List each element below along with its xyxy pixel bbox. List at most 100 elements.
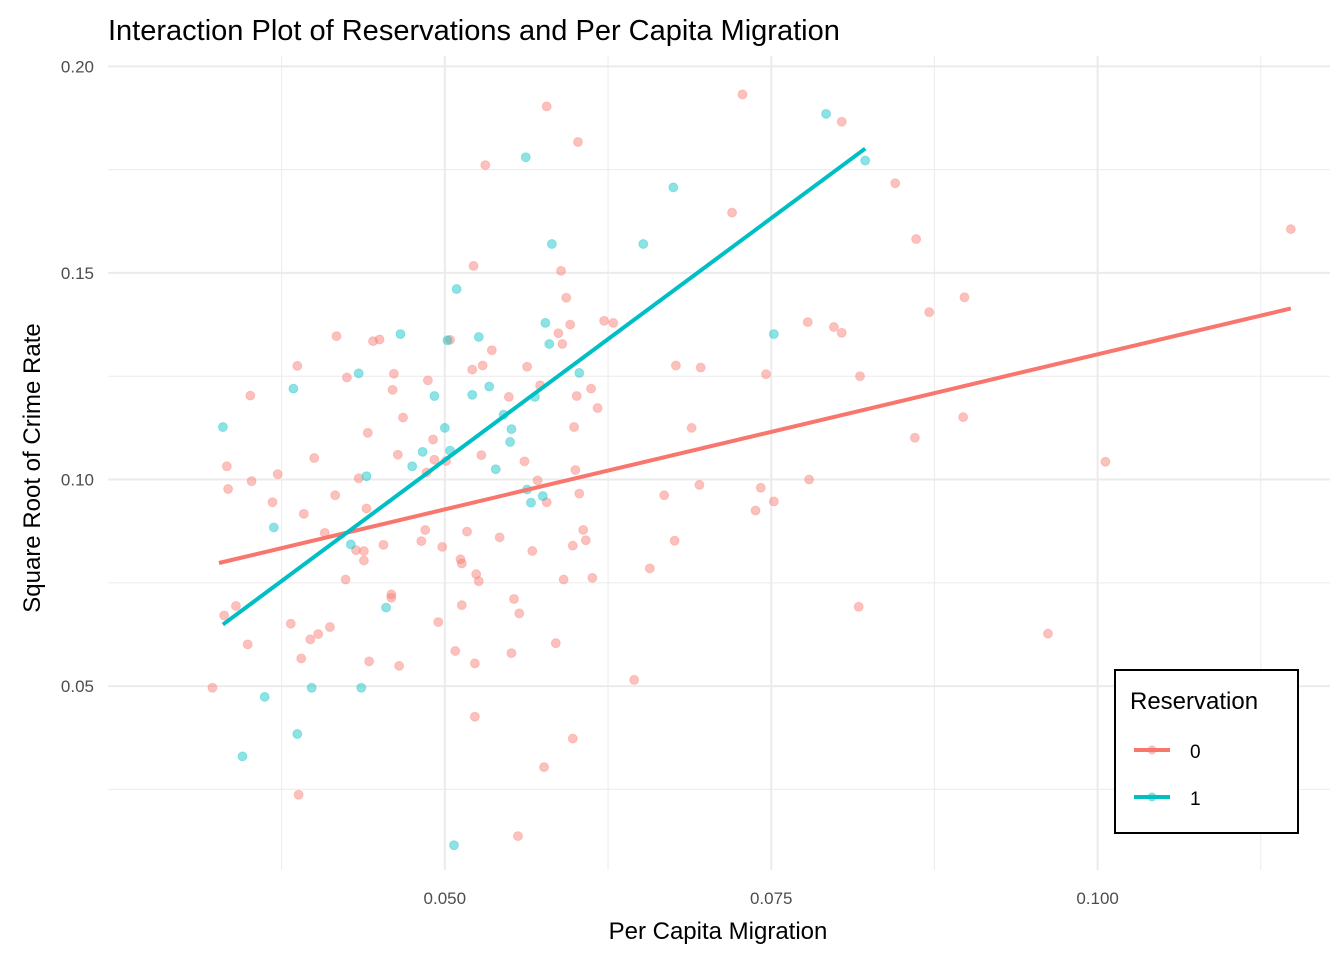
data-point-reservation-0 — [230, 600, 241, 611]
data-point-reservation-0 — [428, 434, 439, 445]
data-point-reservation-0 — [556, 265, 567, 276]
data-point-reservation-0 — [557, 338, 568, 349]
x-tick-label: 0.075 — [750, 889, 793, 908]
data-point-reservation-0 — [386, 592, 397, 603]
data-point-reservation-0 — [358, 546, 369, 557]
data-point-reservation-0 — [519, 456, 530, 467]
x-axis-label: Per Capita Migration — [609, 918, 828, 945]
data-point-reservation-0 — [580, 535, 591, 546]
x-tick-label: 0.100 — [1076, 889, 1119, 908]
data-point-reservation-0 — [561, 292, 572, 303]
data-point-reservation-1 — [448, 840, 459, 851]
data-point-reservation-0 — [358, 555, 369, 566]
major-gridlines — [108, 56, 1330, 870]
data-point-reservation-0 — [331, 331, 342, 342]
data-point-reservation-0 — [480, 160, 491, 171]
data-point-reservation-0 — [351, 545, 362, 556]
data-point-reservation-0 — [911, 234, 922, 245]
data-point-reservation-0 — [570, 465, 581, 476]
data-point-reservation-0 — [477, 360, 488, 371]
x-axis-ticks: 0.050 0.075 0.100 — [424, 889, 1119, 908]
data-point-reservation-0 — [292, 360, 303, 371]
data-point-reservation-0 — [828, 322, 839, 333]
data-point-reservation-0 — [592, 403, 603, 414]
data-point-reservation-0 — [305, 634, 316, 645]
data-point-reservation-0 — [462, 526, 473, 537]
points-reservation-1 — [217, 108, 871, 851]
data-point-reservation-1 — [540, 317, 551, 328]
data-point-reservation-1 — [537, 491, 548, 502]
data-point-reservation-0 — [455, 554, 466, 565]
data-point-reservation-1 — [268, 522, 279, 533]
data-point-reservation-0 — [219, 610, 230, 621]
data-point-reservation-0 — [599, 315, 610, 326]
data-point-reservation-0 — [608, 317, 619, 328]
data-point-reservation-1 — [288, 383, 299, 394]
data-point-reservation-0 — [437, 541, 448, 552]
data-point-reservation-0 — [494, 532, 505, 543]
data-point-reservation-0 — [506, 648, 517, 659]
data-point-reservation-1 — [821, 108, 832, 119]
data-point-reservation-0 — [629, 674, 640, 685]
data-point-reservation-0 — [296, 653, 307, 664]
data-point-reservation-0 — [686, 422, 697, 433]
data-point-reservation-0 — [246, 476, 257, 487]
data-point-reservation-1 — [259, 691, 270, 702]
data-point-reservation-0 — [565, 319, 576, 330]
y-axis-ticks: 0.05 0.10 0.15 0.20 — [61, 57, 94, 696]
data-point-reservation-1 — [546, 239, 557, 250]
data-point-reservation-0 — [387, 384, 398, 395]
data-point-reservation-1 — [526, 497, 536, 508]
data-point-reservation-1 — [292, 729, 303, 740]
y-axis-label: Square Root of Crime Rate — [19, 323, 46, 612]
legend-key-point-0 — [1147, 745, 1157, 755]
data-point-reservation-0 — [433, 617, 444, 628]
data-point-reservation-1 — [442, 335, 453, 346]
legend-key-point-1 — [1147, 792, 1157, 802]
data-point-reservation-1 — [451, 284, 462, 295]
data-point-reservation-0 — [469, 711, 480, 722]
data-point-reservation-1 — [544, 338, 555, 349]
data-point-reservation-1 — [439, 422, 450, 433]
data-point-reservation-1 — [306, 682, 317, 693]
data-point-reservation-0 — [362, 427, 373, 438]
data-point-reservation-0 — [450, 646, 461, 657]
fit-lines — [218, 146, 1292, 627]
x-tick-label: 0.050 — [424, 889, 467, 908]
data-point-reservation-0 — [694, 479, 705, 490]
data-point-reservation-1 — [429, 391, 440, 402]
data-point-reservation-0 — [1100, 456, 1111, 467]
data-point-reservation-0 — [429, 454, 440, 465]
data-point-reservation-0 — [574, 488, 585, 499]
data-point-reservation-0 — [750, 505, 761, 516]
data-point-reservation-1 — [407, 461, 418, 472]
data-point-reservation-1 — [395, 329, 406, 340]
data-point-reservation-1 — [237, 751, 248, 762]
data-point-reservation-0 — [207, 682, 218, 693]
data-point-reservation-0 — [456, 558, 467, 569]
data-point-reservation-0 — [503, 391, 514, 402]
data-point-reservation-0 — [445, 334, 456, 345]
data-point-reservation-0 — [890, 178, 901, 189]
y-tick-label: 0.10 — [61, 471, 94, 490]
data-point-reservation-0 — [509, 593, 520, 604]
data-point-reservation-0 — [476, 450, 487, 461]
data-point-reservation-0 — [573, 136, 583, 147]
data-point-reservation-0 — [245, 390, 256, 401]
data-point-reservation-0 — [1043, 628, 1053, 639]
data-point-reservation-0 — [558, 574, 569, 585]
data-point-reservation-0 — [386, 589, 397, 600]
data-point-reservation-0 — [541, 497, 552, 508]
fit-line-reservation-1 — [221, 146, 867, 627]
data-point-reservation-1 — [574, 367, 585, 378]
data-point-reservation-1 — [638, 239, 649, 250]
data-point-reservation-0 — [959, 292, 970, 303]
data-point-reservation-1 — [473, 331, 484, 342]
data-point-reservation-1 — [353, 368, 364, 379]
data-point-reservation-0 — [727, 207, 738, 218]
data-point-reservation-0 — [361, 503, 372, 514]
data-point-reservation-1 — [417, 446, 428, 457]
data-point-reservation-0 — [313, 629, 324, 640]
data-point-reservation-0 — [374, 334, 385, 345]
data-point-reservation-0 — [924, 307, 935, 318]
